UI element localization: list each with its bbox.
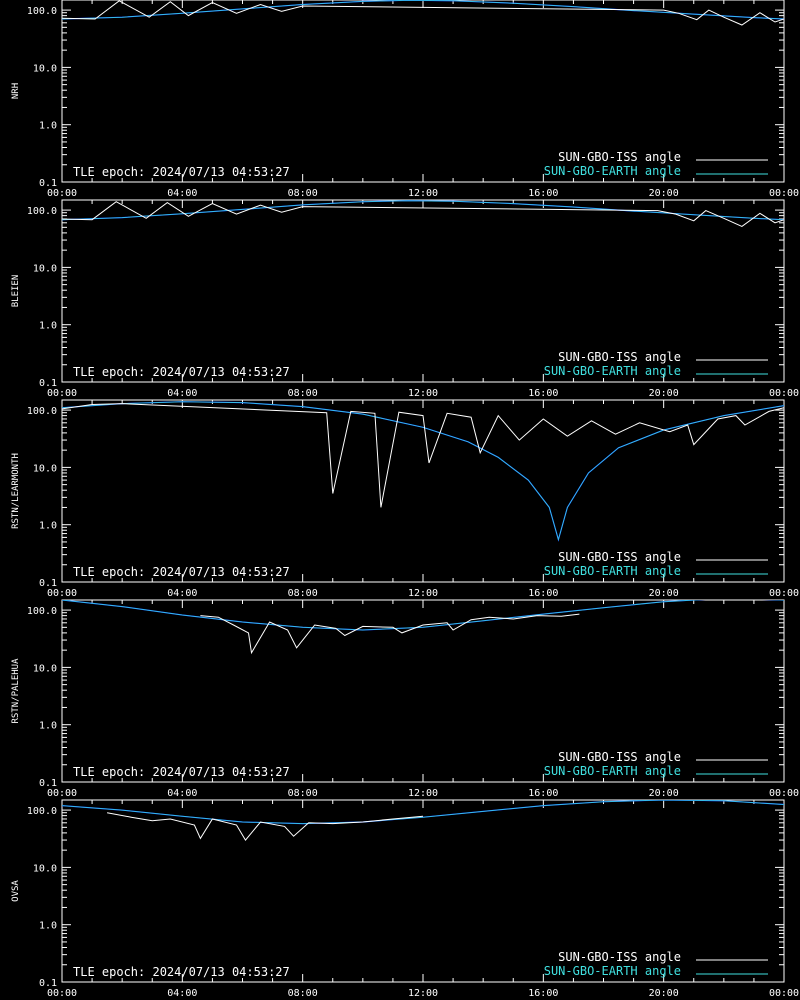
y-tick-label: 10.0 — [33, 663, 57, 674]
x-tick-label: 12:00 — [408, 788, 438, 799]
iss-angle-series — [62, 403, 784, 508]
tle-epoch-label: TLE epoch: 2024/07/13 04:53:27 — [73, 765, 290, 779]
chart-panel: 100.010.01.00.100:00 04:00 08:00 12:00 16:00… — [11, 799, 799, 999]
x-tick-label: 12:00 — [408, 188, 438, 199]
x-tick-label: 16:00 — [528, 788, 558, 799]
earth-angle-series — [62, 0, 784, 20]
y-tick-label: 0.1 — [39, 578, 57, 589]
x-tick-label: 00:00 — [769, 188, 799, 199]
y-tick-label: 10.0 — [33, 263, 57, 274]
x-tick-label: 04:00 — [167, 988, 197, 999]
x-tick-label: 00:00 — [47, 388, 77, 399]
y-tick-label: 100.0 — [27, 6, 57, 17]
x-tick-label: 16:00 — [528, 388, 558, 399]
x-tick-label: 08:00 — [288, 388, 318, 399]
x-tick-label: 20:00 — [649, 388, 679, 399]
x-tick-label: 16:00 — [528, 188, 558, 199]
x-tick-label: 04:00 — [167, 588, 197, 599]
legend-iss-label: SUN-GBO-ISS angle — [558, 150, 681, 164]
x-tick-label: 04:00 — [167, 188, 197, 199]
x-tick-label: 20:00 — [649, 588, 679, 599]
tle-epoch-label: TLE epoch: 2024/07/13 04:53:27 — [73, 565, 290, 579]
y-tick-label: 10.0 — [33, 63, 57, 74]
y-tick-label: 10.0 — [33, 863, 57, 874]
y-tick-label: 10.0 — [33, 463, 57, 474]
chart-panel: 100.010.01.00.100:00 04:00 08:00 12:00 16:00… — [11, 599, 799, 799]
x-tick-label: 20:00 — [649, 188, 679, 199]
x-tick-label: 08:00 — [288, 588, 318, 599]
x-tick-label: 04:00 — [167, 788, 197, 799]
x-tick-label: 08:00 — [288, 788, 318, 799]
y-tick-label: 1.0 — [39, 121, 57, 132]
tle-epoch-label: TLE epoch: 2024/07/13 04:53:27 — [73, 165, 290, 179]
y-tick-label: 100.0 — [27, 206, 57, 217]
earth-angle-series — [62, 401, 784, 542]
x-tick-label: 00:00 — [769, 788, 799, 799]
y-tick-label: 0.1 — [39, 978, 57, 989]
x-tick-label: 16:00 — [528, 988, 558, 999]
y-axis-label: OVSA — [11, 880, 21, 902]
chart-panel: 100.010.01.00.100:00 04:00 08:00 12:00 16:00… — [11, 199, 799, 399]
y-tick-label: 0.1 — [39, 178, 57, 189]
x-tick-label: 00:00 — [47, 188, 77, 199]
x-tick-label: 12:00 — [408, 588, 438, 599]
y-tick-label: 0.1 — [39, 378, 57, 389]
legend-earth-label: SUN-GBO-EARTH angle — [544, 764, 681, 778]
y-tick-label: 1.0 — [39, 521, 57, 532]
iss-angle-series — [62, 201, 784, 227]
y-tick-label: 100.0 — [27, 806, 57, 817]
x-tick-label: 20:00 — [649, 988, 679, 999]
tle-epoch-label: TLE epoch: 2024/07/13 04:53:27 — [73, 965, 290, 979]
iss-angle-series — [200, 613, 580, 655]
y-axis-label: BLEIEN — [11, 275, 21, 308]
x-tick-label: 04:00 — [167, 388, 197, 399]
legend-iss-label: SUN-GBO-ISS angle — [558, 550, 681, 564]
x-tick-label: 20:00 — [649, 788, 679, 799]
legend-iss-label: SUN-GBO-ISS angle — [558, 950, 681, 964]
earth-angle-series — [62, 600, 784, 631]
y-tick-label: 1.0 — [39, 321, 57, 332]
x-tick-label: 08:00 — [288, 188, 318, 199]
y-axis-label: RSTN/LEARMONTH — [11, 453, 21, 529]
y-tick-label: 1.0 — [39, 921, 57, 932]
x-tick-label: 12:00 — [408, 988, 438, 999]
y-tick-label: 100.0 — [27, 406, 57, 417]
earth-model-series — [62, 401, 784, 542]
earth-angle-series — [62, 200, 784, 221]
x-tick-label: 00:00 — [47, 988, 77, 999]
iss-angle-series — [107, 812, 424, 841]
earth-angle-series — [62, 800, 784, 825]
x-tick-label: 08:00 — [288, 988, 318, 999]
y-tick-label: 1.0 — [39, 721, 57, 732]
y-axis-label: NRH — [11, 83, 21, 99]
legend-iss-label: SUN-GBO-ISS angle — [558, 750, 681, 764]
x-tick-label: 00:00 — [769, 388, 799, 399]
x-tick-label: 00:00 — [47, 788, 77, 799]
x-tick-label: 16:00 — [528, 588, 558, 599]
legend-earth-label: SUN-GBO-EARTH angle — [544, 964, 681, 978]
x-tick-label: 00:00 — [769, 588, 799, 599]
legend-earth-label: SUN-GBO-EARTH angle — [544, 564, 681, 578]
x-tick-label: 00:00 — [769, 988, 799, 999]
y-axis-label: RSTN/PALEHUA — [11, 658, 21, 724]
tle-epoch-label: TLE epoch: 2024/07/13 04:53:27 — [73, 365, 290, 379]
x-tick-label: 12:00 — [408, 388, 438, 399]
legend-iss-label: SUN-GBO-ISS angle — [558, 350, 681, 364]
chart-panel: 100.010.01.00.100:00 04:00 08:00 12:00 16:00… — [11, 399, 799, 599]
x-tick-label: 00:00 — [47, 588, 77, 599]
chart-panel: 100.010.01.00.100:00 04:00 08:00 12:00 16:00… — [11, 0, 799, 199]
legend-earth-label: SUN-GBO-EARTH angle — [544, 364, 681, 378]
iss-angle-series — [62, 0, 784, 26]
y-tick-label: 0.1 — [39, 778, 57, 789]
y-tick-label: 100.0 — [27, 606, 57, 617]
legend-earth-label: SUN-GBO-EARTH angle — [544, 164, 681, 178]
